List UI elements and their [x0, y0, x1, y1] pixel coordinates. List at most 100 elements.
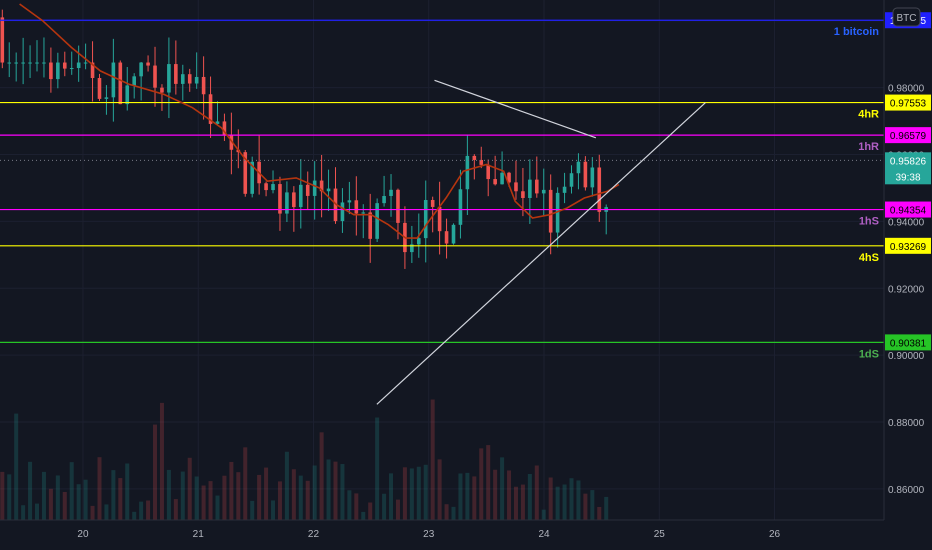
- candle-body: [423, 199, 428, 239]
- candle-body: [201, 76, 206, 95]
- candle-body: [208, 94, 213, 124]
- last-price-tag: [885, 152, 931, 185]
- time-tick-label: 23: [423, 529, 435, 540]
- level-label: 4hR: [858, 109, 879, 121]
- candle-body: [500, 172, 504, 185]
- volume-bar: [395, 499, 400, 520]
- candle-body: [597, 167, 602, 212]
- time-axis-background: [0, 520, 932, 550]
- price-axis-background: [884, 0, 932, 520]
- volume-bar: [305, 480, 310, 520]
- volume-bar: [437, 459, 442, 520]
- candle-body: [42, 62, 46, 64]
- volume-bar: [382, 493, 387, 520]
- volume-bar: [513, 486, 518, 520]
- candle-body: [180, 74, 185, 84]
- volume-bar: [153, 424, 158, 520]
- candle-body: [76, 62, 81, 69]
- candle-body: [7, 62, 12, 64]
- candle-body: [167, 64, 171, 93]
- candle-body: [292, 192, 296, 208]
- volume-bar: [222, 475, 227, 520]
- candle-body: [174, 64, 178, 84]
- volume-bar: [62, 491, 67, 520]
- volume-bar: [139, 501, 144, 520]
- candle-body: [21, 62, 25, 64]
- candle-body: [132, 76, 136, 86]
- candle-body: [139, 62, 143, 77]
- volume-bar: [444, 504, 449, 520]
- volume-bar: [257, 474, 262, 520]
- candle-body: [514, 182, 518, 192]
- candle-body: [583, 161, 588, 188]
- candle-body: [528, 179, 532, 198]
- volume-bar: [500, 457, 505, 520]
- time-tick-label: 21: [193, 529, 205, 540]
- volume-bar: [604, 496, 609, 520]
- horizontal-levels[interactable]: 1 bitcoin 4hR 1hR 1hS 4hS 1dS: [0, 19, 884, 360]
- volume-bar: [166, 469, 171, 520]
- volume-bar: [430, 399, 435, 520]
- volume-bar: [35, 503, 40, 520]
- volume-bar: [76, 484, 81, 520]
- candle-body: [187, 74, 192, 84]
- volume-bar: [340, 464, 345, 520]
- candle-body: [118, 62, 123, 105]
- volume-bar: [361, 511, 366, 520]
- candle-body: [111, 62, 116, 98]
- time-axis-ticks: 20 21 22 23 24 25 26: [77, 529, 780, 540]
- candle-body: [146, 62, 150, 66]
- volume-bar: [541, 509, 546, 520]
- candle-body: [361, 212, 366, 214]
- volume-bar: [264, 467, 269, 520]
- candle-body: [541, 189, 546, 194]
- volume-bar: [118, 478, 123, 520]
- currency-button-frame: [892, 7, 921, 27]
- volume-bar: [0, 471, 5, 520]
- volume-bar: [409, 468, 414, 520]
- candle-body: [493, 179, 497, 185]
- level-price-tag-text: 0.90381: [890, 338, 927, 349]
- candle-body: [590, 167, 595, 188]
- descending-resistance-line[interactable]: [434, 79, 597, 139]
- level-price-tag-text: 0.93269: [890, 242, 927, 253]
- volume-bar: [548, 477, 553, 520]
- currency-button[interactable]: BTC: [892, 7, 921, 27]
- volume-bar: [375, 417, 380, 520]
- candle-body: [62, 62, 67, 69]
- volume-bar: [271, 500, 276, 520]
- level-label: 1hR: [858, 141, 879, 153]
- candle-body: [14, 62, 18, 64]
- candle-body: [83, 62, 88, 64]
- volume-bar: [402, 467, 407, 520]
- volume-bar: [180, 471, 185, 520]
- volume-bar: [55, 475, 60, 520]
- candle-body: [382, 196, 386, 204]
- volume-bar: [562, 484, 567, 520]
- level-price-tag: [885, 127, 931, 144]
- price-tick-label: 0.92000: [888, 284, 925, 295]
- candle-body: [153, 65, 157, 88]
- volume-bar: [159, 402, 164, 520]
- grid-lines: [0, 0, 884, 520]
- candle-body: [319, 180, 324, 192]
- candle-body: [125, 85, 130, 105]
- candle-body: [35, 62, 39, 64]
- volume-bar: [48, 488, 53, 520]
- volume-bar: [97, 457, 102, 520]
- candle-body: [56, 62, 60, 80]
- level-price-tag: [885, 94, 931, 111]
- candle-body: [326, 188, 331, 192]
- volume-bar: [14, 413, 19, 520]
- ascending-support-line[interactable]: [376, 102, 706, 405]
- candle-body: [104, 97, 109, 99]
- trendlines[interactable]: [376, 79, 706, 405]
- price-tick-label: 0.88000: [888, 418, 925, 429]
- volume-bar: [291, 469, 296, 520]
- volume-bar: [458, 473, 463, 520]
- volume-bar: [194, 476, 199, 520]
- candle-body: [486, 164, 491, 180]
- candle-body: [576, 161, 581, 174]
- level-price-tag-text: 0.96579: [890, 131, 927, 142]
